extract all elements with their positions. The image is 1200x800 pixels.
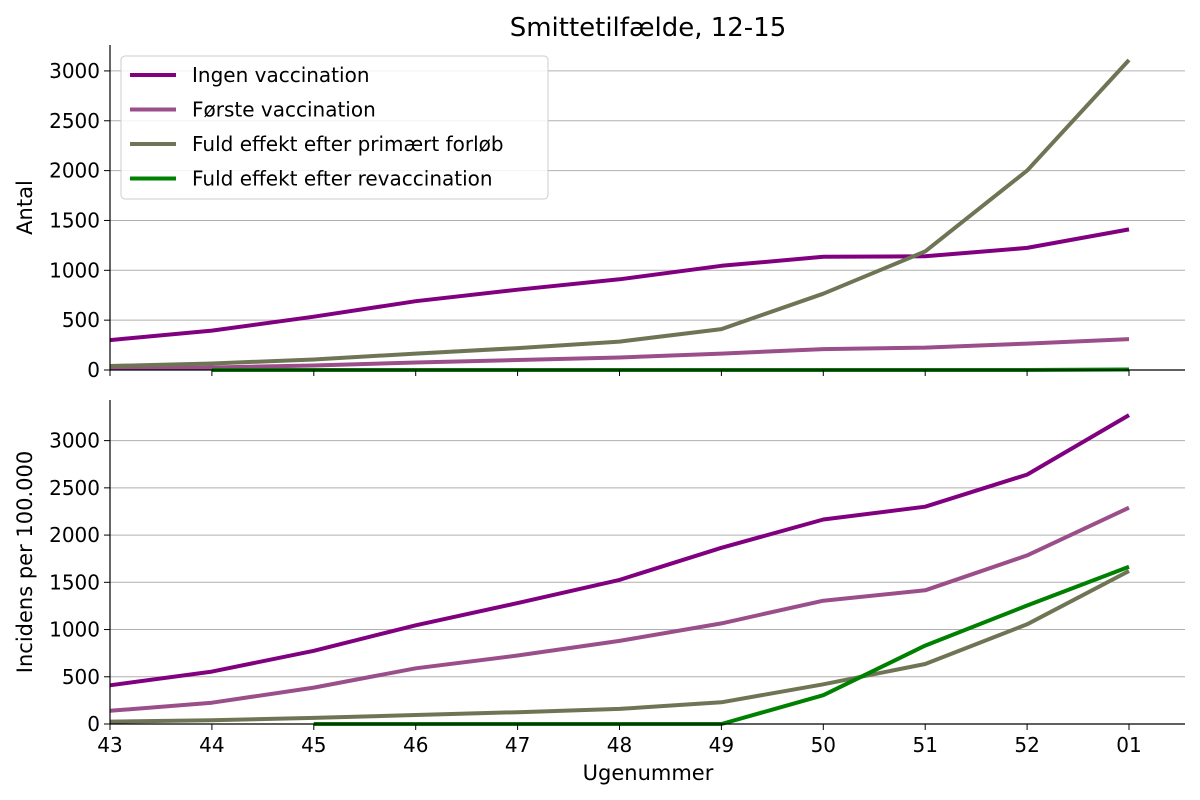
x-tick-label: 01 [1116,733,1141,757]
x-tick-label: 44 [199,733,224,757]
chart-title: Smittetilfælde, 12-15 [510,13,787,43]
x-tick-label: 45 [301,733,326,757]
series-line [109,227,1130,343]
x-tick-label: 52 [1014,733,1039,757]
y-tick-label: 3000 [49,59,100,83]
legend-entry-label: Første vaccination [192,98,376,122]
legend-box [120,55,549,200]
y-tick-label: 2500 [49,109,100,133]
y-tick-label: 1000 [49,618,100,642]
legend: Ingen vaccination Første vaccination Fuld … [120,55,549,200]
y-axis-label: Incidens per 100.000 [13,451,37,673]
y-tick-label: 1000 [49,258,100,282]
legend-entry-label: Ingen vaccination [192,63,370,87]
y-tick-label: 1500 [49,570,100,594]
x-tick-label: 47 [505,733,530,757]
y-tick-label: 0 [87,358,100,382]
x-tick-label: 48 [607,733,632,757]
y-tick-label: 500 [62,665,100,689]
y-tick-label: 0 [87,712,100,736]
y-tick-label: 3000 [49,429,100,453]
y-tick-label: 2500 [49,476,100,500]
series-line [109,413,1131,688]
series-line [109,569,1130,724]
series-line [109,337,1130,371]
x-tick-label: 51 [912,733,937,757]
legend-entry-label: Fuld effekt efter revaccination [192,167,493,191]
y-tick-label: 2000 [49,159,100,183]
panel-incidens: 0 500 1000 1500 2000 2500 3000 43 44 45 46 47 48 49 50… [13,400,1185,757]
x-tick-label: 49 [709,733,734,757]
y-tick-label: 1500 [49,208,100,232]
series-line [109,58,1131,368]
x-tick-label: 43 [97,733,122,757]
x-tick-label: 46 [403,733,428,757]
series-line [109,505,1130,713]
x-axis-label: Ugenummer [583,761,714,785]
x-tick-label: 50 [811,733,836,757]
y-axis-label: Antal [13,180,37,235]
legend-entry-label: Fuld effekt efter primært forløb [192,132,504,156]
y-tick-label: 500 [62,308,100,332]
y-tick-label: 2000 [49,523,100,547]
